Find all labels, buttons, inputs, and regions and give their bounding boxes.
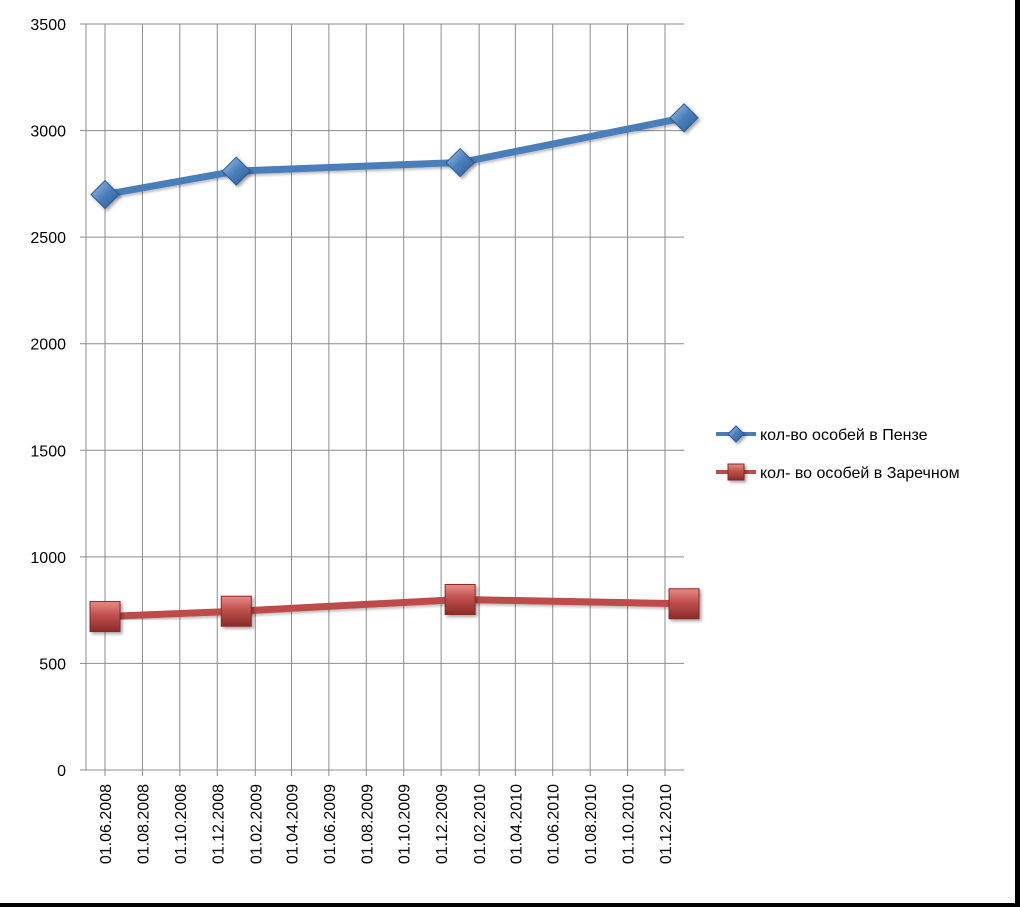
y-tick-label: 1000 (30, 550, 66, 567)
x-tick-label: 01.10.2009 (397, 784, 414, 864)
x-tick-label: 01.06.2010 (546, 784, 563, 864)
x-tick-label: 01.06.2009 (322, 784, 339, 864)
series-group (89, 103, 700, 633)
x-tick-label: 01.06.2008 (98, 784, 115, 864)
legend-item: кол- во особей в Заречном (716, 463, 960, 482)
data-point-series-1 (445, 147, 475, 178)
data-point-series-2 (89, 601, 121, 633)
y-tick-label: 3500 (30, 17, 66, 34)
legend-marker (727, 463, 745, 481)
x-tick-label: 01.02.2009 (248, 784, 265, 864)
legend: кол-во особей в Пензе кол- во особей в За… (716, 425, 960, 482)
x-tick-label: 01.10.2010 (621, 784, 638, 864)
x-tick-label: 01.04.2010 (508, 784, 525, 864)
x-tick-label: 01.12.2008 (210, 784, 227, 864)
x-tick-label: 01.02.2010 (472, 784, 489, 864)
legend-label: кол- во особей в Заречном (760, 465, 960, 482)
x-tick-label: 01.08.2008 (135, 784, 152, 864)
data-point-series-2 (444, 583, 476, 615)
legend-item: кол-во особей в Пензе (716, 425, 928, 444)
data-point-series-1 (90, 179, 120, 210)
y-tick-label: 2500 (30, 230, 66, 247)
x-tick-label: 01.04.2009 (284, 784, 301, 864)
data-point-series-2 (668, 588, 700, 620)
data-point-series-1 (669, 103, 699, 133)
series-line-1 (101, 114, 688, 199)
legend-label: кол-во особей в Пензе (760, 427, 928, 444)
y-tick-label: 0 (57, 763, 66, 780)
data-point-series-2 (220, 595, 252, 627)
axes: 0 500 1000 1500 2000 2500 3000 3500 01.06.2008 01… (30, 17, 684, 864)
y-tick-label: 3000 (30, 124, 66, 141)
data-point-series-1 (221, 156, 251, 186)
gridlines (86, 23, 684, 771)
y-tick-label: 2000 (30, 337, 66, 354)
series-line-2 (101, 595, 688, 621)
x-tick-label: 01.12.2010 (658, 784, 675, 864)
x-tick-label: 01.10.2008 (173, 784, 190, 864)
y-tick-label: 1500 (30, 443, 66, 460)
legend-marker (727, 425, 745, 443)
x-tick-label: 01.08.2010 (583, 784, 600, 864)
y-tick-label: 500 (39, 656, 66, 673)
x-tick-label: 01.12.2009 (434, 784, 451, 864)
x-tick-label: 01.08.2009 (359, 784, 376, 864)
